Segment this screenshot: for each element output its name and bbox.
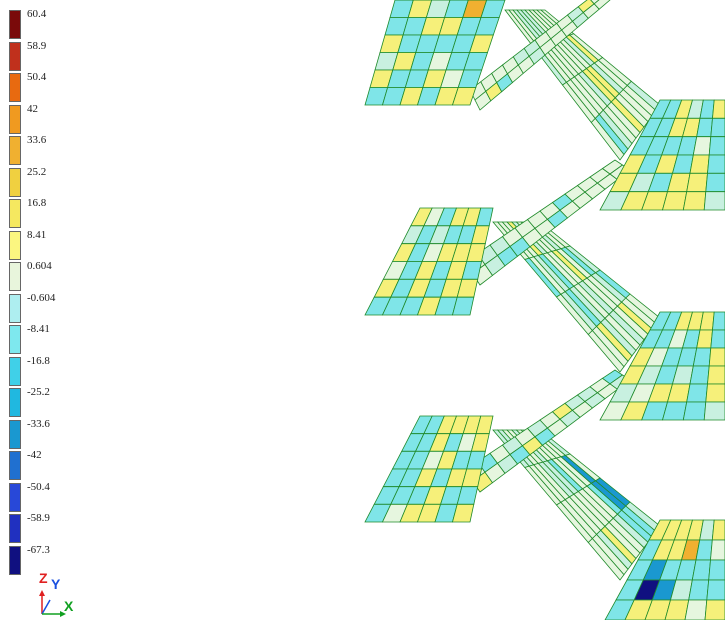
landing-mid-left (364, 207, 494, 316)
mesh-element (705, 172, 725, 193)
mesh-element (712, 311, 725, 331)
legend-swatch (9, 451, 21, 480)
legend-label: 58.9 (27, 39, 47, 52)
mesh-element (710, 539, 725, 561)
legend-label: -67.3 (27, 543, 50, 556)
legend-label: -8.41 (27, 323, 50, 335)
mesh-element (704, 599, 725, 620)
legend-swatch (9, 167, 21, 197)
mesh-element (590, 0, 600, 5)
mesh-element (708, 347, 725, 367)
mesh-element (686, 172, 708, 193)
legend-label: -42 (27, 449, 42, 461)
mesh-element (708, 136, 725, 156)
legend-swatch (9, 41, 21, 71)
mesh-element (682, 401, 707, 421)
legend-label: 0.604 (27, 260, 52, 272)
mesh-element (710, 329, 725, 349)
legend-swatch (9, 514, 21, 543)
legend-swatch (9, 262, 21, 291)
legend-swatch (9, 545, 21, 575)
mesh-element (689, 154, 710, 174)
landing-top-right (599, 99, 725, 211)
legend-swatch (9, 104, 21, 134)
legend-label: -58.9 (27, 512, 50, 524)
legend-swatch (9, 419, 21, 449)
mesh-element (705, 383, 725, 403)
legend-swatch (9, 293, 21, 323)
mesh-element (644, 599, 672, 620)
mesh-element (624, 599, 653, 620)
legend-swatch (9, 136, 21, 165)
flight-desc-1 (504, 9, 661, 161)
mesh-element (593, 0, 611, 10)
legend-swatch (9, 199, 21, 228)
mesh-element (451, 503, 475, 523)
mesh-element (708, 559, 725, 581)
legend-swatch (9, 482, 21, 512)
mesh-element (686, 383, 708, 403)
color-legend: 60.4 58.9 50.4 42 33.6 25.2 16.8 8.41 0.604 -0.60… (0, 0, 120, 620)
mesh-element (711, 519, 725, 541)
landing-bot-right (604, 519, 725, 620)
mesh-element (688, 579, 710, 601)
legend-label: 25.2 (27, 165, 47, 178)
mesh-element (712, 99, 725, 119)
mesh-element (664, 599, 690, 620)
legend-label: 42 (27, 102, 38, 115)
axis-triad: Z Y X (30, 570, 90, 620)
mesh-element (689, 365, 710, 385)
landing-bot-left (364, 415, 494, 523)
y-axis-label: Y (51, 576, 61, 592)
axis-arrows-icon (39, 590, 66, 617)
legend-label: 16.8 (27, 197, 47, 209)
mesh-element (692, 136, 712, 156)
legend-label: -25.2 (27, 386, 50, 398)
legend-swatch (9, 388, 21, 417)
legend-label: 50.4 (27, 71, 47, 83)
mesh-element (692, 347, 712, 367)
landing-top-left (364, 0, 506, 106)
mesh-element (707, 365, 725, 385)
mesh-element (707, 154, 725, 174)
legend-label: -0.604 (27, 291, 56, 304)
legend-swatch (9, 356, 21, 386)
flight-asc-1 (469, 0, 611, 111)
legend-label: -33.6 (27, 417, 50, 430)
mesh-element (703, 191, 725, 211)
legend-swatch (9, 73, 21, 102)
flight-asc-3 (464, 369, 631, 493)
mesh-element (710, 117, 725, 138)
z-axis-label: Z (39, 570, 48, 586)
legend-swatch (9, 230, 21, 260)
mesh-element (703, 401, 725, 421)
legend-swatch (9, 325, 21, 354)
mesh-element (451, 87, 477, 106)
legend-label: -16.8 (27, 354, 50, 367)
legend-label: 33.6 (27, 134, 47, 146)
legend-label: 60.4 (27, 8, 47, 20)
x-axis-label: X (64, 598, 74, 614)
legend-label: -50.4 (27, 480, 50, 493)
legend-swatch (9, 10, 21, 39)
mesh-element (451, 296, 475, 316)
mesh-element (684, 599, 708, 620)
mesh-element (682, 191, 707, 211)
legend-label: 8.41 (27, 228, 47, 241)
landing-mid-right (599, 311, 725, 421)
mesh-element (706, 579, 725, 601)
